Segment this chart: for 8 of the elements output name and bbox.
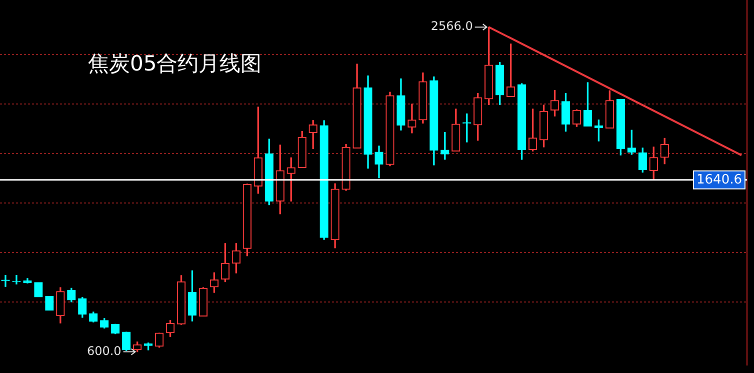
ref-line-label: 1640.6 bbox=[696, 172, 742, 188]
candlestick bbox=[45, 296, 54, 311]
candlestick bbox=[1, 274, 10, 287]
candlestick bbox=[34, 282, 43, 298]
text: 焦炭05合约月线图 bbox=[88, 51, 262, 76]
candlestick bbox=[408, 104, 416, 134]
annotation: 2566.0 bbox=[430, 19, 473, 34]
annotation: 600.0 bbox=[86, 344, 122, 358]
